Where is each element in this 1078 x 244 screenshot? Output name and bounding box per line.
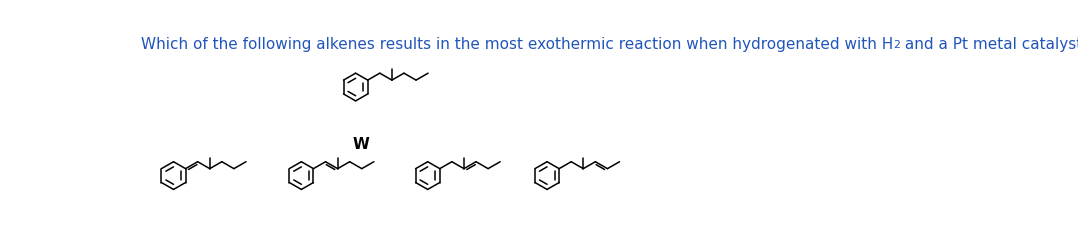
Text: 2: 2 [894, 40, 900, 50]
Text: Which of the following alkenes results in the most exothermic reaction when hydr: Which of the following alkenes results i… [141, 37, 894, 52]
Text: and a Pt metal catalyst to produce compound: and a Pt metal catalyst to produce compo… [900, 37, 1078, 52]
Text: W: W [353, 137, 370, 152]
